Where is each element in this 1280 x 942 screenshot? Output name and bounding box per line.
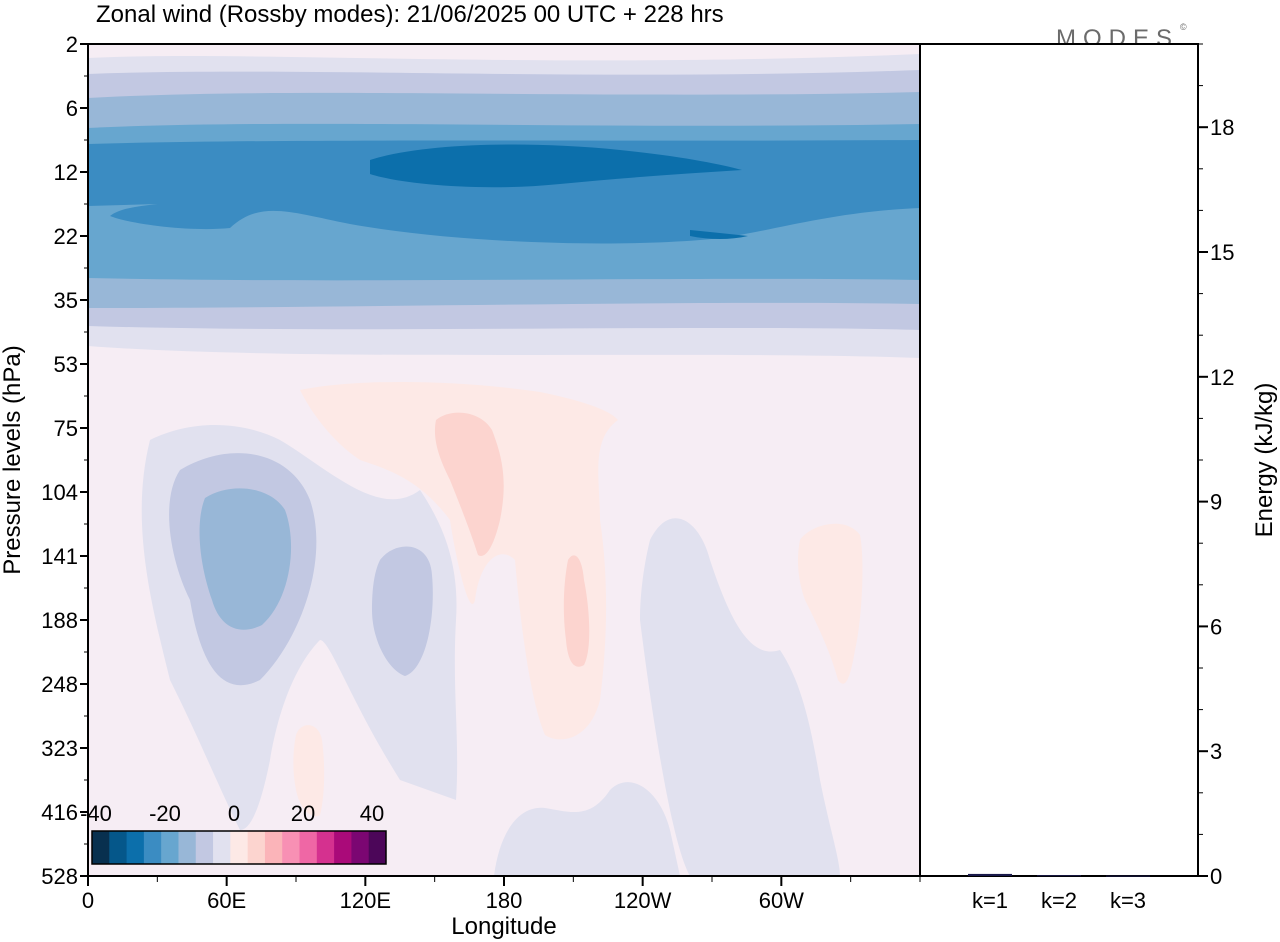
energy-bar xyxy=(1037,875,1081,877)
pressure-tick-label: 416 xyxy=(41,800,78,825)
longitude-tick-label: 120E xyxy=(340,888,391,913)
westerly-lower-zone xyxy=(293,725,325,817)
colorbar-swatch xyxy=(368,831,387,864)
colorbar-swatch xyxy=(143,831,162,864)
pressure-tick-label: 2 xyxy=(66,32,78,57)
colorbar-swatch xyxy=(351,831,370,864)
energy-category-label: k=2 xyxy=(1041,888,1077,913)
jet-core xyxy=(370,144,742,188)
colorbar-swatch xyxy=(299,831,318,864)
energy-tick-label: 12 xyxy=(1210,365,1234,390)
pressure-tick-label: 248 xyxy=(41,672,78,697)
colorbar-frame xyxy=(91,830,387,865)
longitude-tick-label: 60E xyxy=(207,888,246,913)
colorbar-tick-label: 40 xyxy=(360,801,384,826)
colorbar-swatch xyxy=(247,831,266,864)
chart-title: Zonal wind (Rossby modes): 21/06/2025 00… xyxy=(96,1,724,28)
colorbar-swatch xyxy=(178,831,197,864)
colorbar-swatch xyxy=(161,831,179,864)
pressure-tick-label: 188 xyxy=(41,608,78,633)
pressure-tick-label: 53 xyxy=(54,352,78,377)
longitude-tick-label: 120W xyxy=(614,888,672,913)
colorbar-swatch xyxy=(334,831,352,864)
energy-tick-label: 15 xyxy=(1210,240,1234,265)
colorbar-tick-label: 0 xyxy=(228,801,240,826)
energy-tick-label: 6 xyxy=(1210,614,1222,639)
energy-bar xyxy=(968,873,1012,876)
westerly-upper-core xyxy=(434,412,504,556)
pressure-tick-label: 6 xyxy=(66,96,78,121)
energy-panel xyxy=(919,43,1199,877)
colorbar: -40 -20 0 20 40 xyxy=(80,801,387,865)
pressure-tick-label: 141 xyxy=(41,544,78,569)
pressure-axis-label: Pressure levels (hPa) xyxy=(0,345,26,574)
energy-category-label: k=3 xyxy=(1110,888,1146,913)
pressure-tick-label: 22 xyxy=(54,224,78,249)
longitude-axis-label: Longitude xyxy=(451,913,556,940)
jet-secondary-core xyxy=(690,230,748,239)
pressure-tick-label: 75 xyxy=(54,416,78,441)
westerly-east-zone xyxy=(797,523,863,684)
colorbar-swatch xyxy=(264,831,283,864)
pressure-tick-label: 35 xyxy=(54,288,78,313)
colorbar-swatch xyxy=(213,831,231,864)
colorbar-swatch xyxy=(195,831,214,864)
energy-bar xyxy=(1106,875,1150,877)
energy-category-label: k=1 xyxy=(972,888,1008,913)
energy-tick-label: 0 xyxy=(1210,864,1222,889)
energy-tick-label: 9 xyxy=(1210,490,1222,515)
longitude-tick-label: 180 xyxy=(486,888,523,913)
pressure-tick-label: 323 xyxy=(41,736,78,761)
contour-map xyxy=(88,44,920,876)
colorbar-swatch xyxy=(92,831,110,864)
minimum-west-inner xyxy=(199,488,292,630)
colorbar-swatch xyxy=(126,831,145,864)
easterly-surface-lobe xyxy=(494,782,680,876)
westerly-upper-zone xyxy=(300,381,618,740)
colorbar-swatch xyxy=(109,831,128,864)
colorbar-tick-label: -40 xyxy=(80,801,112,826)
colorbar-tick-label: 20 xyxy=(291,801,315,826)
easterly-envelope-east xyxy=(640,518,840,876)
pressure-tick-label: 12 xyxy=(54,160,78,185)
energy-axis-label: Energy (kJ/kg) xyxy=(1251,383,1278,538)
energy-tick-label: 3 xyxy=(1210,739,1222,764)
westerly-mid-core xyxy=(563,555,590,667)
colorbar-swatch xyxy=(282,831,301,864)
energy-axis: 0 3 6 9 12 15 18 xyxy=(1198,43,1234,889)
colorbar-swatch xyxy=(230,831,249,864)
longitude-tick-label: 0 xyxy=(82,888,94,913)
pressure-tick-label: 528 xyxy=(41,864,78,889)
longitude-tick-label: 60W xyxy=(759,888,804,913)
pressure-axis: 2 6 12 22 35 53 75 104 141 188 248 323 416 528 xyxy=(41,32,88,889)
energy-bars: k=1 k=2 k=3 xyxy=(968,873,1150,913)
colorbar-swatch xyxy=(316,831,335,864)
colorbar-tick-label: -20 xyxy=(149,801,181,826)
pressure-tick-label: 104 xyxy=(41,480,78,505)
logo-mark: © xyxy=(1180,22,1187,32)
minimum-mid xyxy=(372,546,433,676)
longitude-axis: 0 60E 120E 180 120W 60W xyxy=(82,876,921,913)
energy-tick-label: 18 xyxy=(1210,115,1234,140)
